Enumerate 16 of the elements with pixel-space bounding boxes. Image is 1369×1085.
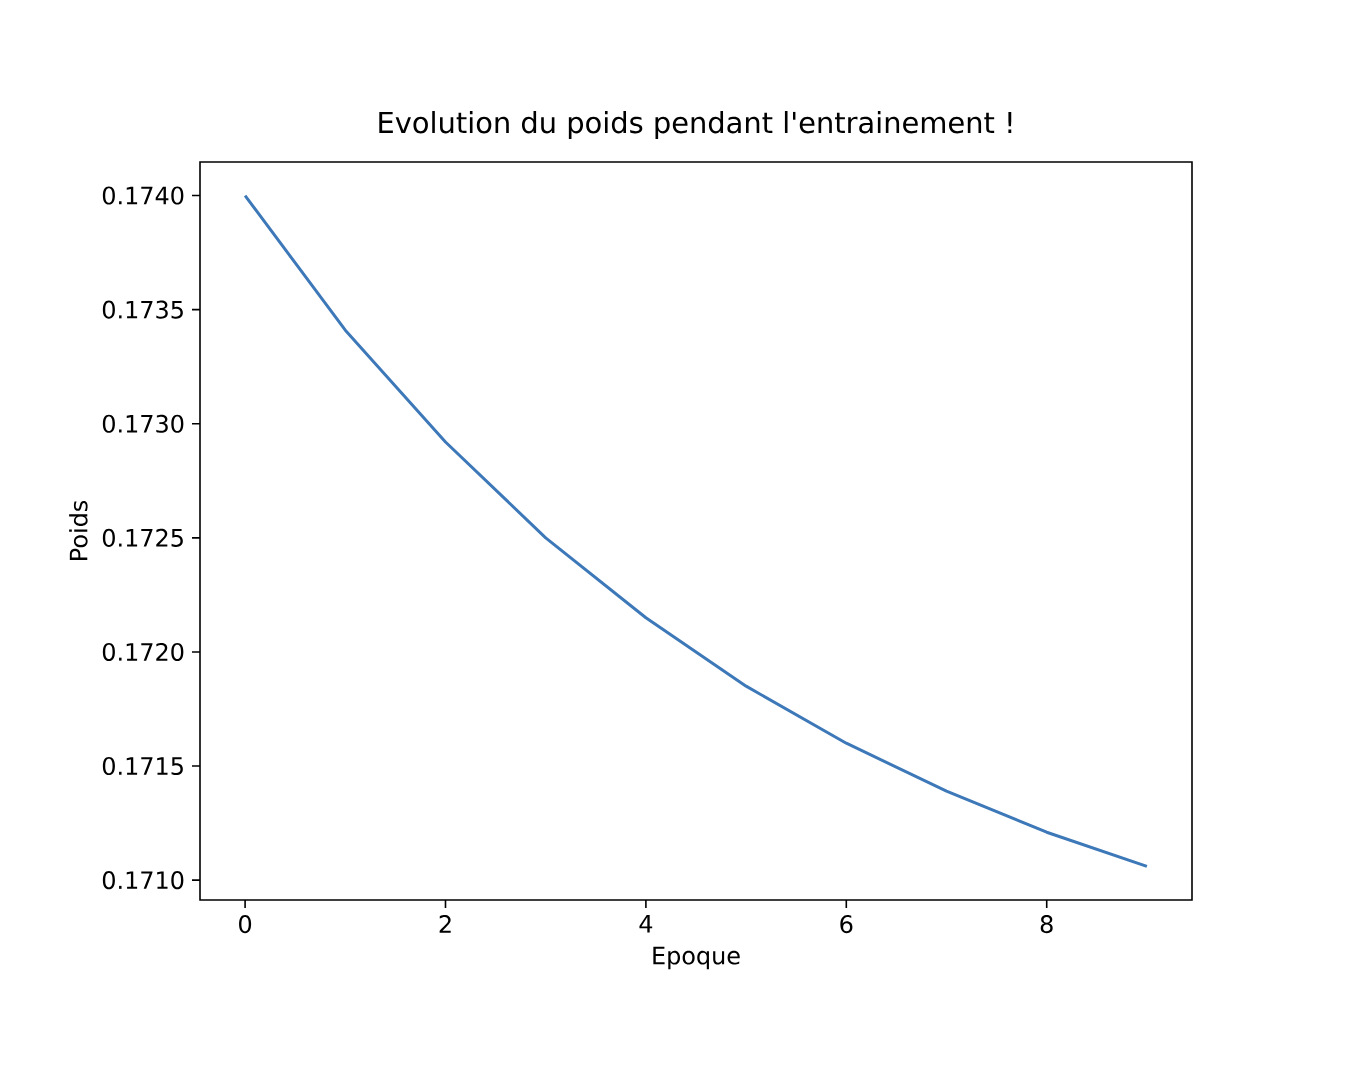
y-axis-title: Poids [69,500,88,560]
x-axis-title: Epoque [653,946,740,970]
x-tick-label: 2 [439,915,451,933]
y-tick-label: 0.1715 [102,757,183,776]
y-tick-label: 0.1735 [102,300,183,319]
y-tick-label: 0.1740 [102,186,184,205]
x-tick-label: 8 [1040,915,1053,934]
x-tick-label: 4 [639,915,653,933]
y-tick-label: 0.1730 [102,414,184,433]
x-tick-label: 6 [840,915,853,934]
chart-title: Evolution du poids pendant l'entrainement ! [379,111,1012,139]
line-series [243,194,1149,868]
y-tick-label: 0.1725 [102,528,183,547]
y-tick-label: 0.1710 [102,871,184,890]
y-tick-label: 0.1720 [102,642,184,661]
x-tick-label: 0 [239,915,252,934]
